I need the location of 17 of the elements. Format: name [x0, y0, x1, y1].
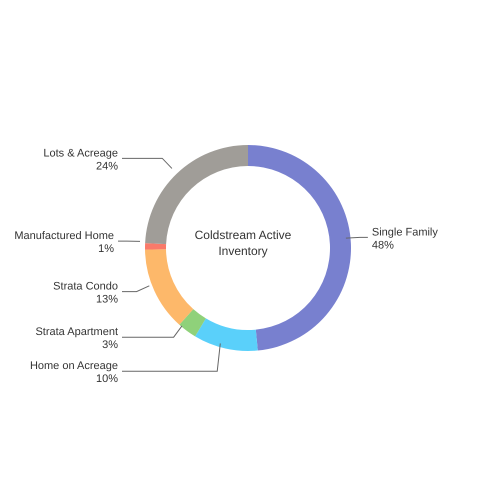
slice-label: Single Family — [372, 226, 438, 238]
donut-slice — [195, 318, 258, 351]
slice-label: Lots & Acreage — [43, 147, 118, 160]
donut-slice — [145, 249, 194, 325]
text: Coldstream Active Inventory — [194, 227, 292, 259]
data-label: 24% — [96, 160, 118, 172]
data-label: 3% — [102, 339, 118, 352]
donut-slice — [145, 243, 166, 250]
slice-label: Strata Condo — [53, 280, 118, 293]
slice-label: Strata Apartment — [35, 326, 118, 338]
donut-slice — [179, 309, 206, 336]
slice-label: Manufactured Home — [14, 230, 114, 242]
data-label: 1% — [98, 243, 114, 256]
data-label: 13% — [96, 294, 118, 306]
slice-label: Home on Acreage — [30, 360, 118, 372]
data-label: 48% — [372, 239, 394, 252]
data-label: 10% — [96, 373, 118, 386]
